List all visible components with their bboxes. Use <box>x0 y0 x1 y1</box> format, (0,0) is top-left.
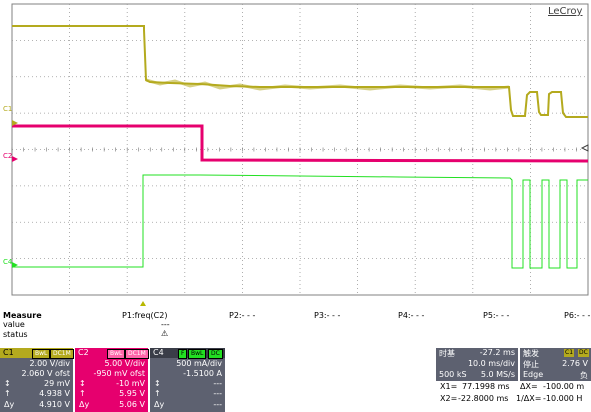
channel-c2-r1-label: ↕ <box>79 379 86 388</box>
channel-c4-r1-label: ↕ <box>154 379 161 388</box>
channel-c4-f-badge: F <box>178 349 188 359</box>
channel-c1-r2: 4.938 V <box>39 389 70 398</box>
channel-c1-r2-label: ↑ <box>4 389 11 398</box>
brand-logo: LeCroy <box>548 6 583 17</box>
trace-c1-noise <box>145 78 510 91</box>
channel-c4-r2-label: ↑ <box>154 389 161 398</box>
measure-panel: Measure value status P1:freq(C2) --- ⚠ P… <box>0 305 591 343</box>
channel-c4-header: C4 F BwL DC <box>150 348 225 359</box>
measure-p3-label[interactable]: P3:- - - <box>314 311 341 320</box>
trigger-position-marker[interactable] <box>140 301 146 306</box>
channel-c2-offset: -950 mV ofst <box>93 369 145 378</box>
channel-c4-r3-label: Δy <box>154 400 165 409</box>
measure-p1-value: --- <box>161 320 170 329</box>
channel-c1-box[interactable]: C1 BwL DC1M 2.00 V/div 2.060 V ofst ↕ 29… <box>0 348 74 412</box>
channel-c4-r2: --- <box>213 389 222 398</box>
measure-p2-label[interactable]: P2:- - - <box>229 311 256 320</box>
channel-c4-name: C4 <box>153 348 164 357</box>
channel-c1-r3: 4.910 V <box>39 400 70 409</box>
channel-c2-box[interactable]: C2 BwL DC1M 5.00 V/div -950 mV ofst ↕ -1… <box>75 348 149 412</box>
trace-c4 <box>12 174 588 269</box>
channel-c2-coupling-badge: DC1M <box>125 349 149 359</box>
cursor-x1-value: 77.1998 ms <box>462 382 510 391</box>
trigger-box[interactable]: 触发 C1 DC 停止 2.76 V Edge 负 <box>520 348 591 381</box>
channel-c2-header: C2 BwL DC1M <box>75 348 149 359</box>
trigger-type: Edge <box>523 370 544 379</box>
channel-c4-coupling-badge: DC <box>208 349 223 359</box>
waveform-grid[interactable] <box>0 0 591 300</box>
channel-c1-r1-label: ↕ <box>4 379 11 388</box>
c1-marker-label: C1 <box>3 105 13 113</box>
channel-c2-name: C2 <box>78 348 89 357</box>
timebase-label: 时基 <box>439 349 455 358</box>
timebase-samples: 500 kS <box>439 370 467 379</box>
measure-row-value: value <box>3 320 25 329</box>
timebase-tdiv: 10.0 ms/div <box>467 359 515 368</box>
channel-c4-r3: --- <box>213 400 222 409</box>
cursor-dx-value: -100.00 m <box>543 382 585 391</box>
cursor-dx-label: ΔX= <box>520 382 538 391</box>
cursor-x2-value: -22.8000 ms <box>458 394 509 403</box>
timebase-delay: -27.2 ms <box>479 348 515 357</box>
channel-c1-name: C1 <box>3 348 14 357</box>
cursor-x2-label: X2= <box>440 394 458 403</box>
cursor-inverse-label: 1/ΔX= <box>516 394 542 403</box>
channel-c1-offset: 2.060 V ofst <box>21 369 70 378</box>
c2-ground-arrow[interactable] <box>12 156 18 162</box>
grid-lines <box>11 4 589 295</box>
measure-p5-label[interactable]: P5:- - - <box>483 311 510 320</box>
trigger-slope: 负 <box>580 371 588 380</box>
channel-c2-r2: 5.95 V <box>119 389 145 398</box>
timebase-box[interactable]: 时基 -27.2 ms 10.0 ms/div <box>436 348 518 370</box>
trigger-label: 触发 <box>523 349 539 358</box>
trigger-mode: 停止 <box>523 360 539 369</box>
channel-c4-adiv: 500 mA/div <box>176 359 222 368</box>
cursor-x1-label: X1= <box>440 382 458 391</box>
channel-c2-r3-label: Δy <box>79 400 90 409</box>
measure-title: Measure <box>3 311 42 320</box>
channel-c1-vdiv: 2.00 V/div <box>29 359 70 368</box>
c4-ground-arrow[interactable] <box>12 262 18 268</box>
timebase-sample-row: 500 kS 5.0 MS/s <box>436 370 518 381</box>
channel-c2-r1: -10 mV <box>116 379 145 388</box>
trigger-level-arrow[interactable] <box>580 144 589 152</box>
c4-marker-label: C4 <box>3 258 13 266</box>
channel-c4-bwl-badge: BwL <box>188 349 207 359</box>
c2-marker-label: C2 <box>3 152 13 160</box>
channel-c2-vdiv: 5.00 V/div <box>104 359 145 368</box>
measure-p6-label[interactable]: P6:- - - <box>564 311 591 320</box>
measure-p4-label[interactable]: P4:- - - <box>398 311 425 320</box>
trigger-level: 2.76 V <box>562 359 588 368</box>
channel-c4-offset: -1.5100 A <box>183 369 222 378</box>
channel-c1-r3-label: Δy <box>4 400 15 409</box>
channel-c4-box[interactable]: C4 F BwL DC 500 mA/div -1.5100 A ↕ --- ↑… <box>150 348 225 412</box>
channel-c4-r1: --- <box>213 379 222 388</box>
trace-c2 <box>12 124 589 163</box>
channel-c2-r3: 5.06 V <box>119 400 145 409</box>
measure-row-status: status <box>3 330 28 339</box>
channel-c1-coupling-badge: DC1M <box>50 349 74 359</box>
channel-c2-r2-label: ↑ <box>79 389 86 398</box>
measure-p1-status-icon: ⚠ <box>161 329 169 338</box>
cursor-inverse-value: -10.000 H <box>543 394 583 403</box>
trigger-coupling-badge: DC <box>578 349 589 357</box>
timebase-rate: 5.0 MS/s <box>480 370 515 379</box>
channel-c1-r1: 29 mV <box>44 379 70 388</box>
measure-p1-label[interactable]: P1:freq(C2) <box>122 311 168 320</box>
channel-c2-bwl-badge: BwL <box>107 349 126 359</box>
channel-c1-bwl-badge: BwL <box>32 349 51 359</box>
channel-c1-header: C1 BwL DC1M <box>0 348 74 359</box>
c1-ground-arrow[interactable] <box>12 120 18 126</box>
trigger-source-badge: C1 <box>564 349 575 357</box>
